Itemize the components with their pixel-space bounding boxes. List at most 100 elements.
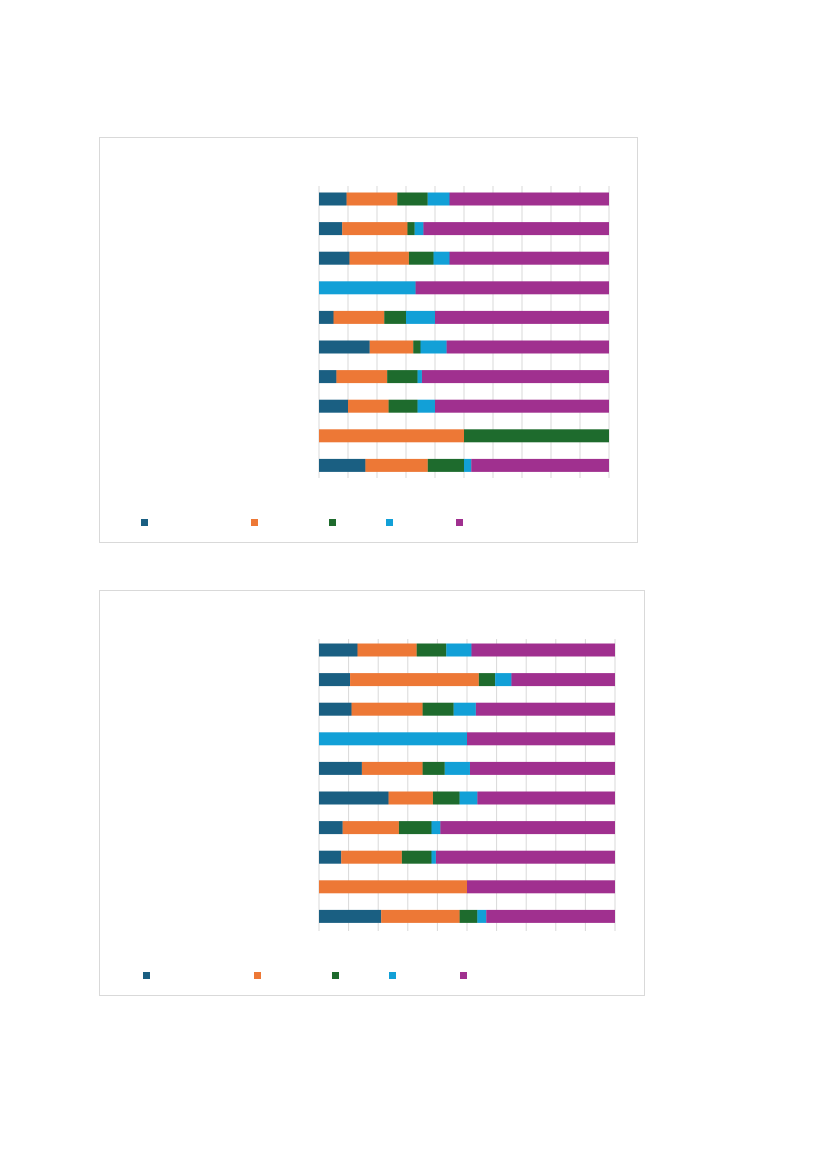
chart-2: [99, 590, 645, 996]
bar-segment: [478, 673, 496, 687]
bar-segment: [417, 370, 422, 384]
bar-segment: [453, 702, 476, 716]
bar-segment: [464, 458, 472, 472]
bar-segment: [319, 192, 347, 206]
bar-segment: [319, 281, 416, 295]
bar-segment: [336, 370, 388, 384]
bar-segment: [319, 761, 362, 775]
bar-segment: [414, 222, 424, 236]
bar-segment: [319, 850, 342, 864]
bar-segment: [319, 370, 337, 384]
bar-segment: [423, 222, 609, 236]
legend-marker: [386, 519, 393, 526]
bar-segment: [415, 281, 609, 295]
legend-marker: [251, 519, 258, 526]
bar-segment: [319, 880, 467, 894]
bar-segment: [348, 399, 389, 413]
bar-segment: [449, 251, 609, 265]
bar-segment: [459, 791, 478, 805]
chart-2-plot: [143, 639, 616, 979]
bar-segment: [486, 909, 615, 923]
bar-segment: [384, 310, 406, 324]
bar-segment: [467, 732, 615, 746]
bar-segment: [319, 399, 348, 413]
bar-segment: [477, 791, 615, 805]
bar-segment: [421, 370, 609, 384]
bar-segment: [365, 458, 428, 472]
bar-segment: [319, 222, 343, 236]
bar-segment: [431, 850, 436, 864]
bar-segment: [435, 310, 609, 324]
bar-segment: [319, 702, 352, 716]
bar-segment: [319, 458, 366, 472]
bar-segment: [319, 732, 467, 746]
bar-segment: [422, 702, 454, 716]
bar-segment: [319, 909, 382, 923]
bar-segment: [407, 222, 415, 236]
bar-segment: [401, 850, 432, 864]
bar-segment: [319, 251, 350, 265]
bar-segment: [319, 673, 351, 687]
bar-segment: [446, 340, 609, 354]
bar-segment: [467, 880, 615, 894]
bar-segment: [408, 251, 434, 265]
legend-marker: [389, 972, 396, 979]
bar-segment: [398, 821, 432, 835]
bar-segment: [341, 850, 402, 864]
legend-marker: [456, 519, 463, 526]
bar-segment: [422, 761, 445, 775]
bar-segment: [440, 821, 615, 835]
bar-segment: [413, 340, 421, 354]
bar-segment: [319, 791, 389, 805]
bar-segment: [388, 791, 433, 805]
bar-segment: [357, 643, 417, 657]
chart-1-plot: [141, 186, 610, 526]
bar-segment: [432, 791, 460, 805]
bar-segment: [387, 370, 418, 384]
legend-marker: [143, 972, 150, 979]
bar-segment: [435, 399, 609, 413]
legend-marker: [254, 972, 261, 979]
bar-segment: [406, 310, 435, 324]
bar-segment: [333, 310, 385, 324]
bar-segment: [433, 251, 450, 265]
bar-segment: [427, 458, 464, 472]
bar-segment: [388, 399, 418, 413]
bar-segment: [350, 673, 479, 687]
legend-marker: [141, 519, 148, 526]
bar-segment: [444, 761, 470, 775]
bar-segment: [449, 192, 609, 206]
bar-segment: [342, 222, 408, 236]
bar-segment: [319, 821, 343, 835]
bar-segment: [369, 340, 414, 354]
legend-marker: [460, 972, 467, 979]
bar-segment: [417, 399, 435, 413]
bar-segment: [475, 702, 615, 716]
bar-segment: [319, 310, 334, 324]
bar-segment: [416, 643, 447, 657]
bar-segment: [459, 909, 478, 923]
legend-marker: [332, 972, 339, 979]
bar-segment: [319, 643, 358, 657]
bar-segment: [346, 192, 398, 206]
bar-segment: [446, 643, 472, 657]
bar-segment: [351, 702, 423, 716]
bar-segment: [511, 673, 615, 687]
bar-segment: [495, 673, 512, 687]
chart-1: [99, 137, 638, 543]
bar-segment: [381, 909, 460, 923]
bar-segment: [349, 251, 409, 265]
bar-segment: [427, 192, 450, 206]
bar-segment: [471, 458, 609, 472]
bar-segment: [397, 192, 428, 206]
bar-segment: [431, 821, 441, 835]
bar-segment: [319, 340, 370, 354]
bar-segment: [477, 909, 487, 923]
legend-marker: [329, 519, 336, 526]
bar-segment: [361, 761, 423, 775]
bar-segment: [420, 340, 447, 354]
bar-segment: [319, 429, 464, 443]
bar-segment: [435, 850, 615, 864]
bar-segment: [342, 821, 399, 835]
bar-segment: [469, 761, 615, 775]
